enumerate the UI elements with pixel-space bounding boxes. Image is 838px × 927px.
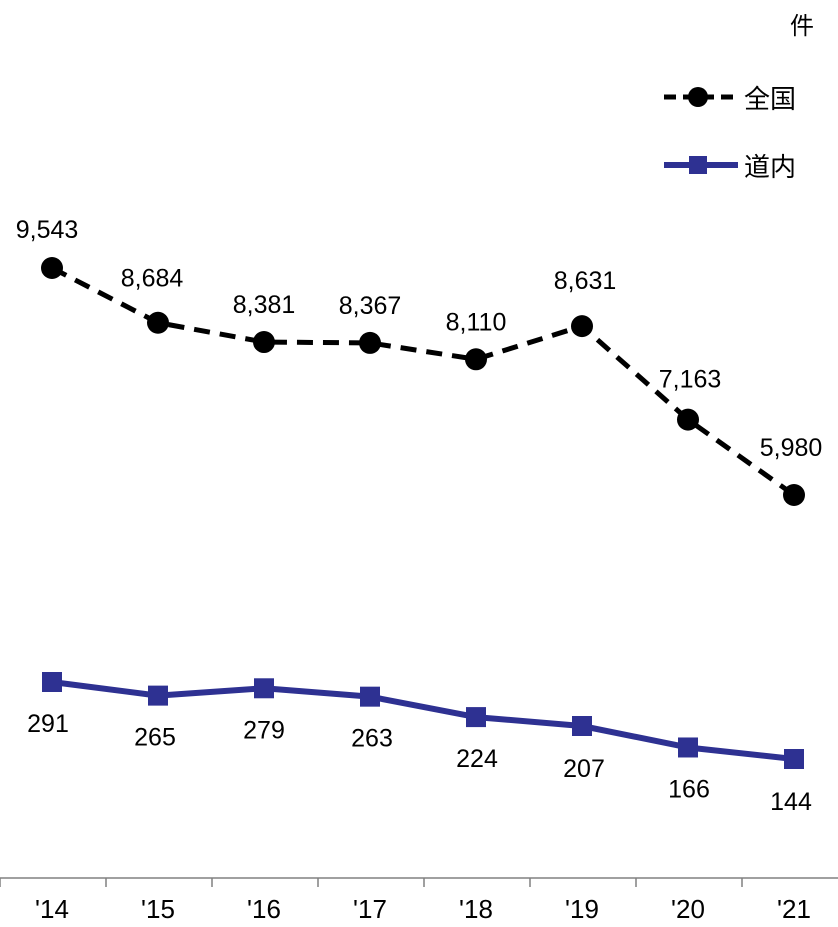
data-label-dounai: 144 xyxy=(770,788,812,816)
data-point-dounai xyxy=(42,672,62,692)
data-point-zenkoku xyxy=(677,408,699,431)
legend-label-zenkoku: 全国 xyxy=(744,84,797,115)
data-label-dounai: 263 xyxy=(351,725,393,753)
x-tick-label: '20 xyxy=(671,894,705,924)
data-point-zenkoku xyxy=(253,331,275,354)
legend-swatch-solid-square xyxy=(664,156,738,174)
data-label-zenkoku: 8,110 xyxy=(446,308,507,336)
data-point-dounai xyxy=(466,707,486,728)
data-point-zenkoku xyxy=(41,257,63,279)
data-label-zenkoku: 8,367 xyxy=(339,292,402,320)
data-label-dounai: 279 xyxy=(243,716,285,744)
data-label-dounai: 291 xyxy=(27,710,69,738)
data-point-zenkoku xyxy=(359,331,381,354)
x-tick-label: '15 xyxy=(141,894,175,924)
data-label-zenkoku: 8,684 xyxy=(121,265,184,293)
data-point-dounai xyxy=(148,685,168,706)
x-tick-label: '21 xyxy=(777,894,811,924)
data-label-zenkoku: 7,163 xyxy=(659,366,722,394)
data-point-zenkoku xyxy=(465,348,487,371)
series-line-zenkoku xyxy=(50,265,796,498)
data-point-dounai xyxy=(678,737,698,758)
legend-swatch-dashed-circle xyxy=(664,87,738,107)
data-point-dounai xyxy=(572,716,592,736)
data-label-zenkoku: 8,381 xyxy=(233,291,296,319)
x-tick-label: '14 xyxy=(35,894,69,924)
unit-label: 件 xyxy=(790,12,814,40)
data-point-dounai xyxy=(360,686,380,707)
series-line-dounai xyxy=(51,679,795,762)
legend-item-dounai: 道内 xyxy=(660,145,830,185)
data-point-zenkoku xyxy=(571,315,593,338)
data-label-zenkoku: 5,980 xyxy=(760,434,823,462)
legend-label-dounai: 道内 xyxy=(744,152,797,183)
data-point-zenkoku xyxy=(783,484,805,506)
legend-item-zenkoku: 全国 xyxy=(660,77,830,117)
data-label-dounai: 224 xyxy=(456,745,498,773)
data-point-dounai xyxy=(784,749,804,769)
data-point-dounai xyxy=(254,678,274,699)
data-point-zenkoku xyxy=(147,311,169,334)
x-tick-label: '18 xyxy=(459,894,493,924)
x-tick-label: '17 xyxy=(353,894,387,924)
x-tick-label: '19 xyxy=(565,894,599,924)
data-label-dounai: 166 xyxy=(668,775,710,803)
data-label-zenkoku: 8,631 xyxy=(554,267,617,295)
data-label-zenkoku: 9,543 xyxy=(16,216,79,244)
data-label-dounai: 207 xyxy=(563,755,605,783)
data-label-dounai: 265 xyxy=(134,724,176,752)
x-tick-label: '16 xyxy=(247,894,281,924)
